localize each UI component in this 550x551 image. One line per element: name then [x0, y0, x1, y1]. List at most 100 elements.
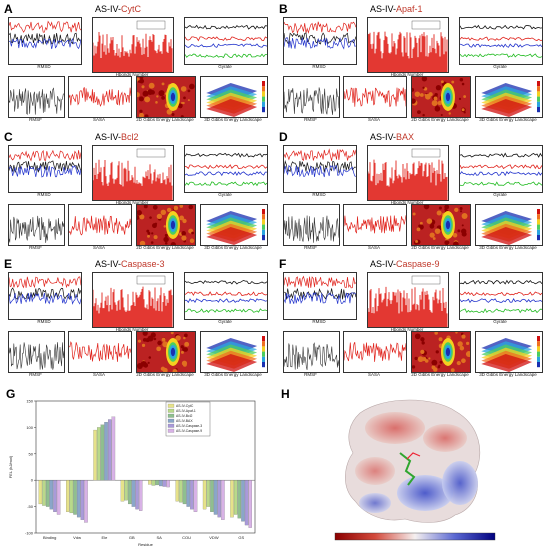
fel2d-caption: 2D Gibbs Energy Landscape — [136, 117, 194, 122]
gyrate-series-line — [185, 279, 267, 285]
sasa-plot — [68, 331, 132, 373]
bar — [49, 480, 54, 510]
hbonds-plot — [367, 145, 449, 201]
bar — [107, 419, 112, 481]
colorbar-segment — [262, 214, 265, 220]
energy-surface-layer — [481, 354, 533, 372]
gyrate-series-line — [460, 308, 542, 314]
colorbar-segment — [262, 362, 265, 368]
legend-entry: AS-IV-Bcl2 — [176, 414, 193, 418]
panel-label: G — [6, 387, 16, 401]
bar — [131, 480, 136, 507]
colorbar-segment — [537, 351, 540, 357]
panel-title: AS-IV-Caspase-3 — [95, 259, 165, 269]
panel-label: D — [279, 130, 288, 144]
bar — [73, 480, 77, 515]
bar — [45, 480, 50, 507]
panel-title: AS-IV-Apaf-1 — [370, 4, 423, 14]
rmsd-series-line — [284, 148, 356, 161]
rmsd-series-line — [284, 160, 356, 174]
bar — [166, 480, 170, 488]
plot-frame — [35, 400, 256, 534]
rmsd-series-line — [284, 288, 356, 300]
panel-title-target: CytC — [121, 4, 142, 14]
gyrate-series-line — [185, 298, 267, 304]
legend-swatch — [167, 403, 175, 408]
colorbar-segment — [262, 219, 265, 225]
fel3d-plot — [475, 204, 543, 246]
bar — [213, 480, 218, 515]
rmsf-line — [9, 215, 64, 243]
rmsf-line — [284, 215, 339, 243]
x-tick-label: GB — [129, 535, 135, 540]
colorbar-segment — [262, 101, 265, 107]
colorbar-segment — [262, 81, 265, 87]
rmsd-series-line — [9, 287, 81, 301]
gyrate-caption: Gyrate — [493, 192, 507, 197]
gyrate-caption: Gyrate — [218, 319, 232, 324]
gyrate-plot — [184, 145, 268, 193]
fel3d-plot — [200, 331, 268, 373]
sasa-line — [344, 341, 406, 362]
sasa-caption: SASA — [92, 117, 105, 122]
fel2d-caption: 2D Gibbs Energy Landscape — [136, 372, 194, 377]
sasa-plot — [68, 76, 132, 118]
legend-entry: AS-IV-Caspase-3 — [176, 424, 202, 428]
colorbar-segment — [262, 91, 265, 97]
rmsd-plot — [283, 145, 357, 193]
rmsf-line — [284, 87, 339, 115]
energy-surface-layer — [206, 227, 258, 245]
fel3d-caption: 3D Gibbs Energy Landscape — [479, 117, 537, 122]
y-tick-label: -50 — [27, 504, 34, 509]
colorbar-segment — [262, 341, 265, 347]
hbonds-caption: Hbonds Number — [115, 72, 149, 77]
panel-d: D AS-IV-BAX RMSD Hbonds Number Gyrate RMSF SAS… — [275, 128, 550, 255]
rmsd-series-line — [9, 149, 81, 162]
rmsf-caption: RMSF — [29, 372, 42, 377]
rmsf-caption: RMSF — [304, 117, 317, 122]
gyrate-series-line — [185, 53, 267, 59]
colorbar-segment — [537, 356, 540, 362]
legend-box — [136, 20, 166, 30]
bar — [135, 480, 139, 510]
panel-title-prefix: AS-IV- — [370, 259, 397, 269]
rmsd-plot — [283, 272, 357, 320]
x-tick-label: SA — [157, 535, 163, 540]
colorbar-segment — [262, 107, 265, 113]
fel3d-caption: 3D Gibbs Energy Landscape — [204, 117, 262, 122]
bar — [190, 480, 194, 510]
panel-label: H — [281, 387, 290, 401]
gyrate-series-line — [185, 24, 267, 30]
gyrate-plot — [184, 17, 268, 65]
legend-entry: AS-IV-Apaf-1 — [176, 409, 196, 413]
bar — [248, 480, 252, 528]
energy-basin — [170, 220, 176, 230]
bar — [111, 416, 116, 481]
bar — [159, 480, 163, 487]
bar — [186, 480, 190, 507]
panel-title-prefix: AS-IV- — [95, 132, 122, 142]
legend-box — [136, 148, 166, 158]
legend-swatch — [167, 418, 175, 423]
bar — [230, 480, 234, 518]
rmsf-plot — [8, 76, 65, 118]
bar — [80, 480, 85, 520]
gyrate-series-line — [460, 164, 542, 170]
sasa-line — [344, 215, 406, 234]
gyrate-series-line — [460, 53, 542, 58]
panel-label: A — [4, 2, 13, 16]
rmsd-caption: RMSD — [37, 192, 51, 197]
y-axis-label: FEL (kJ/mol) — [8, 455, 13, 478]
legend-swatch — [167, 423, 175, 428]
colorbar-segment — [537, 209, 540, 215]
fel3d-caption: 3D Gibbs Energy Landscape — [479, 372, 537, 377]
bar — [179, 480, 183, 503]
energy-surface-layer — [481, 227, 533, 245]
rmsd-plot — [8, 145, 82, 193]
rmsf-caption: RMSF — [29, 245, 42, 250]
bar — [206, 480, 211, 507]
panel-c: C AS-IV-Bcl2 RMSD Hbonds Number Gyrate RMSF SA… — [0, 128, 275, 255]
gyrate-caption: Gyrate — [493, 64, 507, 69]
x-tick-label: Binding — [43, 535, 56, 540]
rmsf-caption: RMSF — [29, 117, 42, 122]
